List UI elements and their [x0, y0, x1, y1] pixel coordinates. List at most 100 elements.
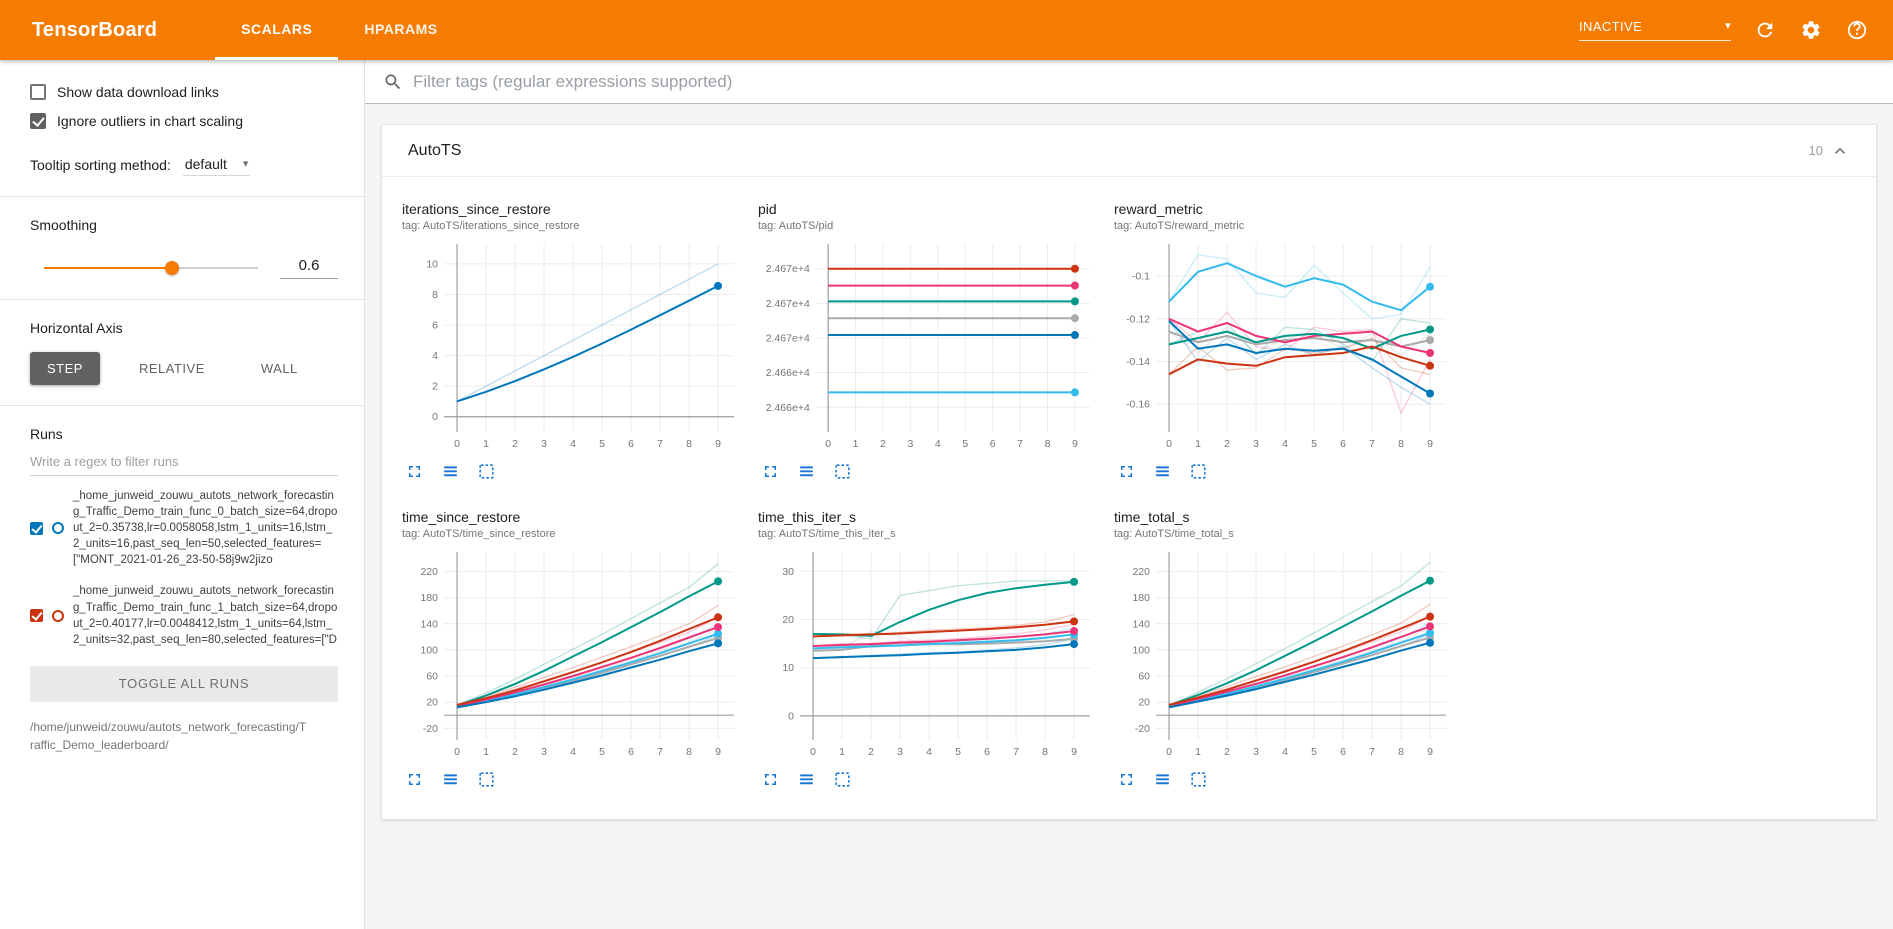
chart-data-table-button[interactable]: [440, 769, 460, 789]
ignore-outliers-row[interactable]: Ignore outliers in chart scaling: [30, 113, 338, 129]
svg-text:140: 140: [420, 618, 438, 630]
run-solo-radio[interactable]: [52, 522, 64, 535]
run-status-dropdown[interactable]: INACTIVE ▾: [1579, 19, 1731, 41]
refresh-button[interactable]: [1753, 18, 1777, 42]
run-checkbox[interactable]: [30, 609, 43, 623]
svg-text:2: 2: [432, 381, 438, 393]
chart-expand-button[interactable]: [1116, 769, 1136, 789]
svg-text:6: 6: [984, 746, 990, 758]
show-download-links-row[interactable]: Show data download links: [30, 84, 338, 100]
svg-text:6: 6: [1340, 438, 1346, 450]
horizontal-axis-buttons: STEP RELATIVE WALL: [30, 352, 338, 385]
divider: [0, 405, 364, 406]
svg-text:2: 2: [868, 746, 874, 758]
run-list: _home_junweid_zouwu_autots_network_forec…: [30, 488, 338, 648]
chart-data-table-button[interactable]: [796, 769, 816, 789]
svg-text:8: 8: [1045, 438, 1051, 450]
chart-card-iterations_since_restore: iterations_since_restore tag: AutoTS/iter…: [402, 201, 749, 481]
svg-text:3: 3: [897, 746, 903, 758]
chart-plot-pid[interactable]: 2.467e+4 2.467e+4 2.467e+4 2.466e+4 2.466e+4…: [758, 236, 1103, 458]
tooltip-sorting-dropdown[interactable]: default ▾: [182, 153, 251, 176]
tab-scalars[interactable]: SCALARS: [215, 0, 339, 60]
svg-text:7: 7: [657, 746, 663, 758]
chart-fit-domain-button[interactable]: [832, 769, 852, 789]
svg-text:7: 7: [1369, 438, 1375, 450]
svg-text:1: 1: [483, 438, 489, 450]
chevron-up-icon: [1835, 147, 1845, 154]
svg-text:8: 8: [432, 289, 438, 301]
chart-plot-iterations_since_restore[interactable]: 0 2 4 6 8 10 0 1 2 3 4 5 6 7 8 9: [402, 236, 747, 458]
autots-section-header[interactable]: AutoTS 10: [382, 125, 1876, 177]
chart-plot-time_since_restore[interactable]: -20 20 60 100 140 180 220 0 1 2 3 4 5 6 7 8 9: [402, 544, 747, 766]
smoothing-value[interactable]: 0.6: [280, 257, 338, 279]
svg-text:-0.12: -0.12: [1126, 313, 1150, 325]
svg-text:60: 60: [1138, 671, 1150, 683]
svg-text:4: 4: [432, 350, 438, 362]
chart-data-table-button[interactable]: [796, 461, 816, 481]
toggle-all-runs-button[interactable]: TOGGLE ALL RUNS: [30, 665, 338, 702]
chart-fit-domain-button[interactable]: [476, 461, 496, 481]
axis-button-wall[interactable]: WALL: [244, 352, 315, 385]
data-table-icon: [443, 465, 457, 476]
chart-fit-domain-button[interactable]: [1188, 461, 1208, 481]
svg-text:6: 6: [628, 746, 634, 758]
tab-hparams[interactable]: HPARAMS: [364, 20, 438, 37]
chart-fit-domain-button[interactable]: [476, 769, 496, 789]
smoothing-slider[interactable]: [44, 261, 258, 275]
axis-button-relative[interactable]: RELATIVE: [122, 352, 222, 385]
chart-expand-button[interactable]: [760, 461, 780, 481]
chart-tag: tag: AutoTS/time_this_iter_s: [758, 528, 896, 540]
chart-plot-time_this_iter_s[interactable]: 0 10 20 30 0 1 2 3 4 5 6 7 8 9: [758, 544, 1103, 766]
chart-fit-domain-button[interactable]: [832, 461, 852, 481]
settings-sidebar: Show data download links Ignore outliers…: [0, 60, 365, 929]
svg-text:100: 100: [420, 644, 438, 656]
svg-text:2.467e+4: 2.467e+4: [766, 333, 810, 345]
svg-text:0: 0: [1166, 746, 1172, 758]
chart-title: time_this_iter_s: [758, 509, 857, 525]
run-solo-radio[interactable]: [52, 609, 64, 622]
svg-text:100: 100: [1132, 644, 1150, 656]
chart-data-table-button[interactable]: [1152, 461, 1172, 481]
svg-text:0: 0: [454, 746, 460, 758]
svg-text:2.466e+4: 2.466e+4: [766, 367, 810, 379]
run-list-item[interactable]: _home_junweid_zouwu_autots_network_forec…: [30, 488, 338, 568]
svg-text:-0.16: -0.16: [1126, 399, 1150, 411]
run-list-item[interactable]: _home_junweid_zouwu_autots_network_forec…: [30, 583, 338, 647]
run-checkbox[interactable]: [30, 521, 43, 535]
svg-text:3: 3: [1253, 746, 1259, 758]
divider: [0, 299, 364, 300]
ignore-outliers-checkbox[interactable]: [30, 113, 46, 129]
svg-text:9: 9: [1427, 438, 1433, 450]
chart-data-table-button[interactable]: [440, 461, 460, 481]
section-header-right: 10: [1809, 141, 1850, 161]
smoothing-slider-thumb[interactable]: [165, 261, 180, 275]
tag-filter-input[interactable]: [413, 71, 1875, 92]
chart-fit-domain-button[interactable]: [1188, 769, 1208, 789]
svg-text:0: 0: [788, 710, 794, 722]
chart-plot-time_total_s[interactable]: -20 20 60 100 140 180 220 0 1 2 3 4 5 6 7 8 9: [1114, 544, 1459, 766]
svg-text:10: 10: [782, 662, 794, 674]
axis-button-step[interactable]: STEP: [30, 352, 100, 385]
chart-plot-reward_metric[interactable]: -0.1 -0.12 -0.14 -0.16 0 1 2 3 4 5 6 7 8 9: [1114, 236, 1459, 458]
chart-expand-button[interactable]: [404, 769, 424, 789]
refresh-icon: [1757, 22, 1773, 38]
svg-text:9: 9: [1072, 438, 1078, 450]
svg-text:6: 6: [628, 438, 634, 450]
chart-expand-button[interactable]: [1116, 461, 1136, 481]
help-button[interactable]: [1845, 18, 1869, 42]
chart-expand-button[interactable]: [404, 461, 424, 481]
runs-filter-input[interactable]: [30, 446, 338, 476]
horizontal-axis-label: Horizontal Axis: [30, 320, 123, 336]
chart-tag: tag: AutoTS/iterations_since_restore: [402, 220, 580, 232]
show-download-links-checkbox[interactable]: [30, 84, 46, 100]
svg-text:140: 140: [1132, 618, 1150, 630]
chart-expand-button[interactable]: [760, 769, 780, 789]
svg-text:4: 4: [1282, 438, 1288, 450]
chart-data-table-button[interactable]: [1152, 769, 1172, 789]
data-table-icon: [443, 773, 457, 784]
show-download-links-label: Show data download links: [57, 84, 219, 100]
svg-text:0: 0: [1166, 438, 1172, 450]
settings-button[interactable]: [1799, 18, 1823, 42]
chart-tag: tag: AutoTS/time_total_s: [1114, 528, 1234, 540]
